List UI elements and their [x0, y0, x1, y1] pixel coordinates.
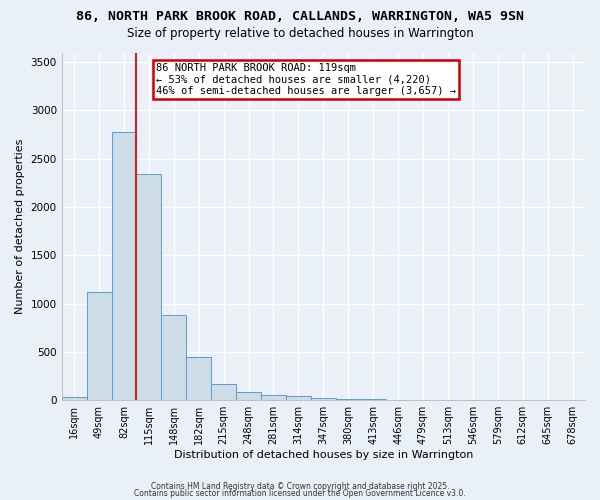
- Y-axis label: Number of detached properties: Number of detached properties: [15, 138, 25, 314]
- Bar: [161, 315, 186, 400]
- Bar: [336, 399, 361, 400]
- Bar: [136, 174, 161, 400]
- Text: Size of property relative to detached houses in Warrington: Size of property relative to detached ho…: [127, 28, 473, 40]
- Bar: [361, 399, 386, 400]
- Text: 86, NORTH PARK BROOK ROAD, CALLANDS, WARRINGTON, WA5 9SN: 86, NORTH PARK BROOK ROAD, CALLANDS, WAR…: [76, 10, 524, 23]
- Text: Contains HM Land Registry data © Crown copyright and database right 2025.: Contains HM Land Registry data © Crown c…: [151, 482, 449, 491]
- Text: 86 NORTH PARK BROOK ROAD: 119sqm
← 53% of detached houses are smaller (4,220)
46: 86 NORTH PARK BROOK ROAD: 119sqm ← 53% o…: [156, 63, 456, 96]
- Bar: [311, 398, 336, 400]
- Bar: [236, 392, 261, 400]
- Bar: [186, 356, 211, 400]
- Bar: [62, 398, 86, 400]
- Bar: [261, 395, 286, 400]
- Text: Contains public sector information licensed under the Open Government Licence v3: Contains public sector information licen…: [134, 490, 466, 498]
- Bar: [286, 396, 311, 400]
- Bar: [211, 384, 236, 400]
- Bar: [86, 292, 112, 400]
- Bar: [112, 132, 136, 400]
- X-axis label: Distribution of detached houses by size in Warrington: Distribution of detached houses by size …: [173, 450, 473, 460]
